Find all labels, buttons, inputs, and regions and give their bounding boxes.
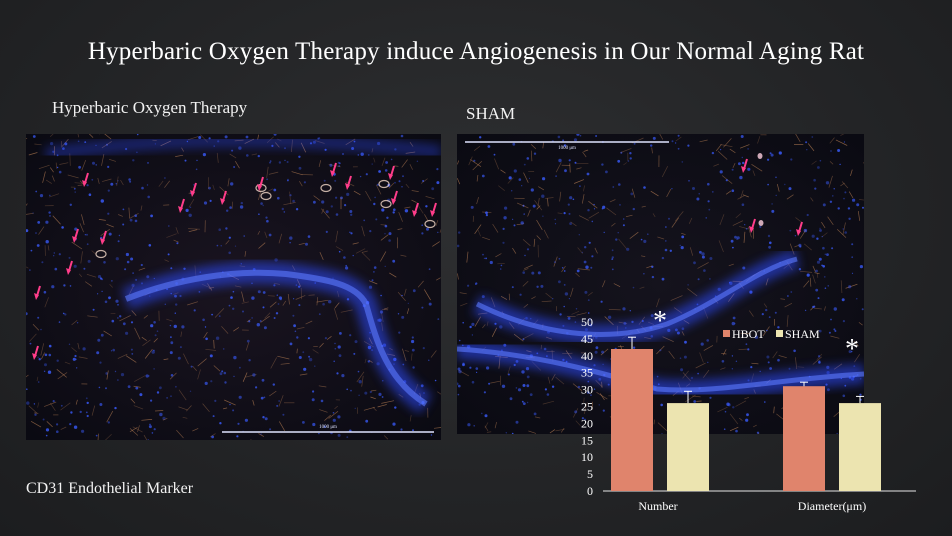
hbot-panel-label: Hyperbaric Oxygen Therapy bbox=[52, 98, 248, 117]
slide-title: Hyperbaric Oxygen Therapy induce Angioge… bbox=[87, 38, 865, 65]
arrow-marker-icon bbox=[388, 165, 395, 180]
y-tick-label: 0 bbox=[587, 484, 593, 498]
y-tick-label: 10 bbox=[581, 450, 593, 464]
sham-micrograph: 1000 μm bbox=[457, 134, 864, 434]
arrow-marker-icon bbox=[220, 190, 227, 205]
x-category-label: Number bbox=[638, 499, 677, 513]
svg-text:1000 μm: 1000 μm bbox=[558, 146, 576, 151]
y-tick-label: 15 bbox=[581, 433, 593, 447]
arrow-marker-icon bbox=[330, 162, 337, 177]
arrow-marker-icon bbox=[34, 285, 41, 300]
marker-caption: CD31 Endothelial Marker bbox=[26, 480, 194, 497]
arrow-marker-icon bbox=[391, 190, 398, 205]
hbot-micrograph: 1000 μm bbox=[26, 134, 441, 440]
arrow-marker-icon bbox=[178, 198, 185, 213]
arrow-marker-icon bbox=[100, 230, 107, 245]
arrow-marker-icon bbox=[796, 221, 803, 236]
arrow-marker-icon bbox=[749, 218, 756, 233]
svg-text:1000 μm: 1000 μm bbox=[319, 425, 337, 430]
arrow-marker-icon bbox=[430, 202, 437, 217]
arrow-marker-icon bbox=[66, 260, 73, 275]
scale-bar-left: 1000 μm bbox=[222, 425, 434, 433]
arrow-marker-icon bbox=[190, 182, 197, 197]
arrow-marker-icon bbox=[72, 228, 79, 243]
arrow-marker-icon bbox=[82, 172, 89, 187]
sham-panel-label: SHAM bbox=[466, 104, 516, 123]
arrow-marker-icon bbox=[741, 158, 748, 173]
arrow-marker-icon bbox=[412, 202, 419, 217]
y-tick-label: 5 bbox=[587, 467, 593, 481]
arrow-marker-icon bbox=[345, 175, 352, 190]
arrow-marker-icon bbox=[32, 345, 39, 360]
scale-bar-right: 1000 μm bbox=[465, 141, 669, 151]
arrow-marker-icon bbox=[257, 176, 264, 191]
x-category-label: Diameter(μm) bbox=[798, 499, 866, 513]
